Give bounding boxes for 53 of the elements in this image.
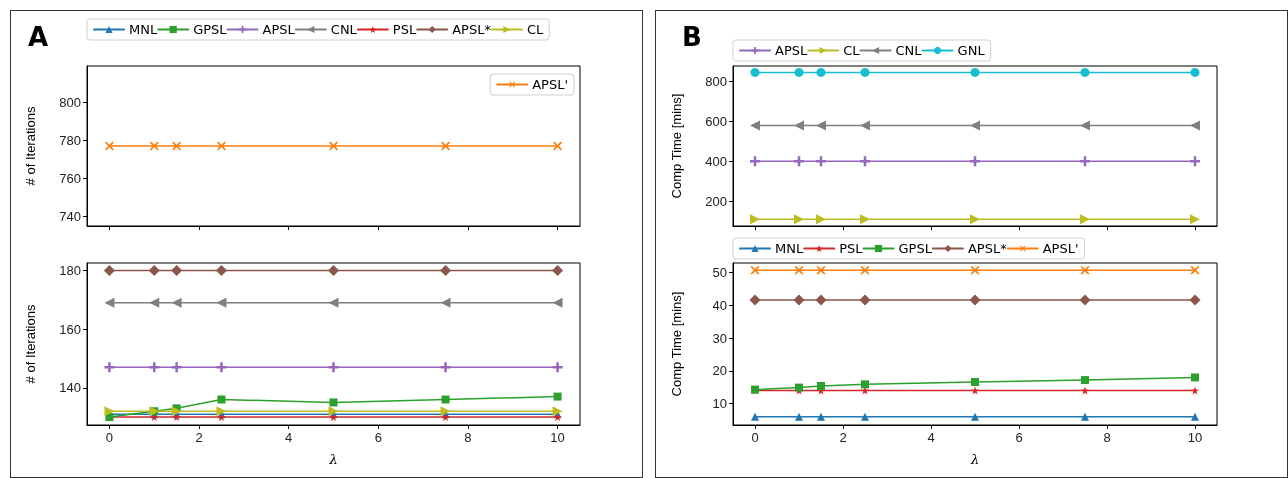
legend-label: PSL <box>392 22 417 37</box>
legend-label: GPSL <box>193 22 228 37</box>
y-axis-title: # of Iterations <box>23 106 38 186</box>
legend-label: MNL <box>775 241 804 256</box>
y-axis-title: Comp Time [mins] <box>669 93 684 199</box>
legend-label: APSL* <box>967 241 1008 256</box>
legend-label: MNL <box>129 22 158 37</box>
y-axis-title: Comp Time [mins] <box>669 291 684 397</box>
y-tick-label: 140 <box>59 380 81 396</box>
y-tick-label: 200 <box>705 193 727 209</box>
legend-label: CL <box>843 43 861 58</box>
legend-label: APSL' <box>1042 241 1079 256</box>
y-tick-label: 180 <box>59 263 81 279</box>
legend-label: APSL <box>262 22 296 37</box>
x-tick-label: 8 <box>464 430 472 445</box>
y-tick-label: 50 <box>712 265 727 281</box>
y-tick-label: 800 <box>59 94 81 110</box>
y-tick-label: 40 <box>712 297 727 313</box>
y-tick-label: 600 <box>705 113 727 129</box>
text: B <box>682 22 702 52</box>
y-tick-label: 400 <box>705 153 727 169</box>
legend-label: CNL <box>895 43 923 58</box>
x-tick-label: 4 <box>285 430 293 445</box>
y-axis-title: # of Iterations <box>23 304 38 384</box>
legend-label: APSL <box>775 43 808 58</box>
y-tick-label: 800 <box>705 74 727 90</box>
y-tick-label: 30 <box>712 330 727 346</box>
y-tick-label: 780 <box>59 132 81 148</box>
x-tick-label: 0 <box>105 430 114 445</box>
y-tick-label: 20 <box>712 363 727 379</box>
x-tick-label: 8 <box>1103 430 1111 445</box>
legend-label: PSL <box>839 241 864 256</box>
y-tick-label: 740 <box>59 208 81 224</box>
x-tick-label: 2 <box>195 430 203 445</box>
text: A <box>28 22 49 52</box>
x-tick-label: 2 <box>839 430 847 445</box>
x-axis-title: λ <box>328 452 338 467</box>
legend-label: CL <box>526 22 544 37</box>
x-tick-label: 10 <box>1187 430 1203 445</box>
legend-label: APSL* <box>452 22 492 37</box>
legend-label: GNL <box>957 43 986 58</box>
legend-label: CNL <box>330 22 358 37</box>
x-tick-label: 10 <box>550 430 565 445</box>
x-tick-label: 4 <box>927 430 935 445</box>
x-tick-label: 0 <box>751 430 759 445</box>
x-tick-label: 6 <box>374 430 382 445</box>
x-axis-title: λ <box>969 452 980 467</box>
x-tick-label: 6 <box>1015 430 1023 445</box>
legend-label: APSL' <box>532 77 569 92</box>
y-tick-label: 10 <box>712 396 727 412</box>
y-tick-label: 160 <box>59 321 81 337</box>
y-tick-label: 760 <box>59 170 81 186</box>
legend-label: GPSL <box>898 241 933 256</box>
